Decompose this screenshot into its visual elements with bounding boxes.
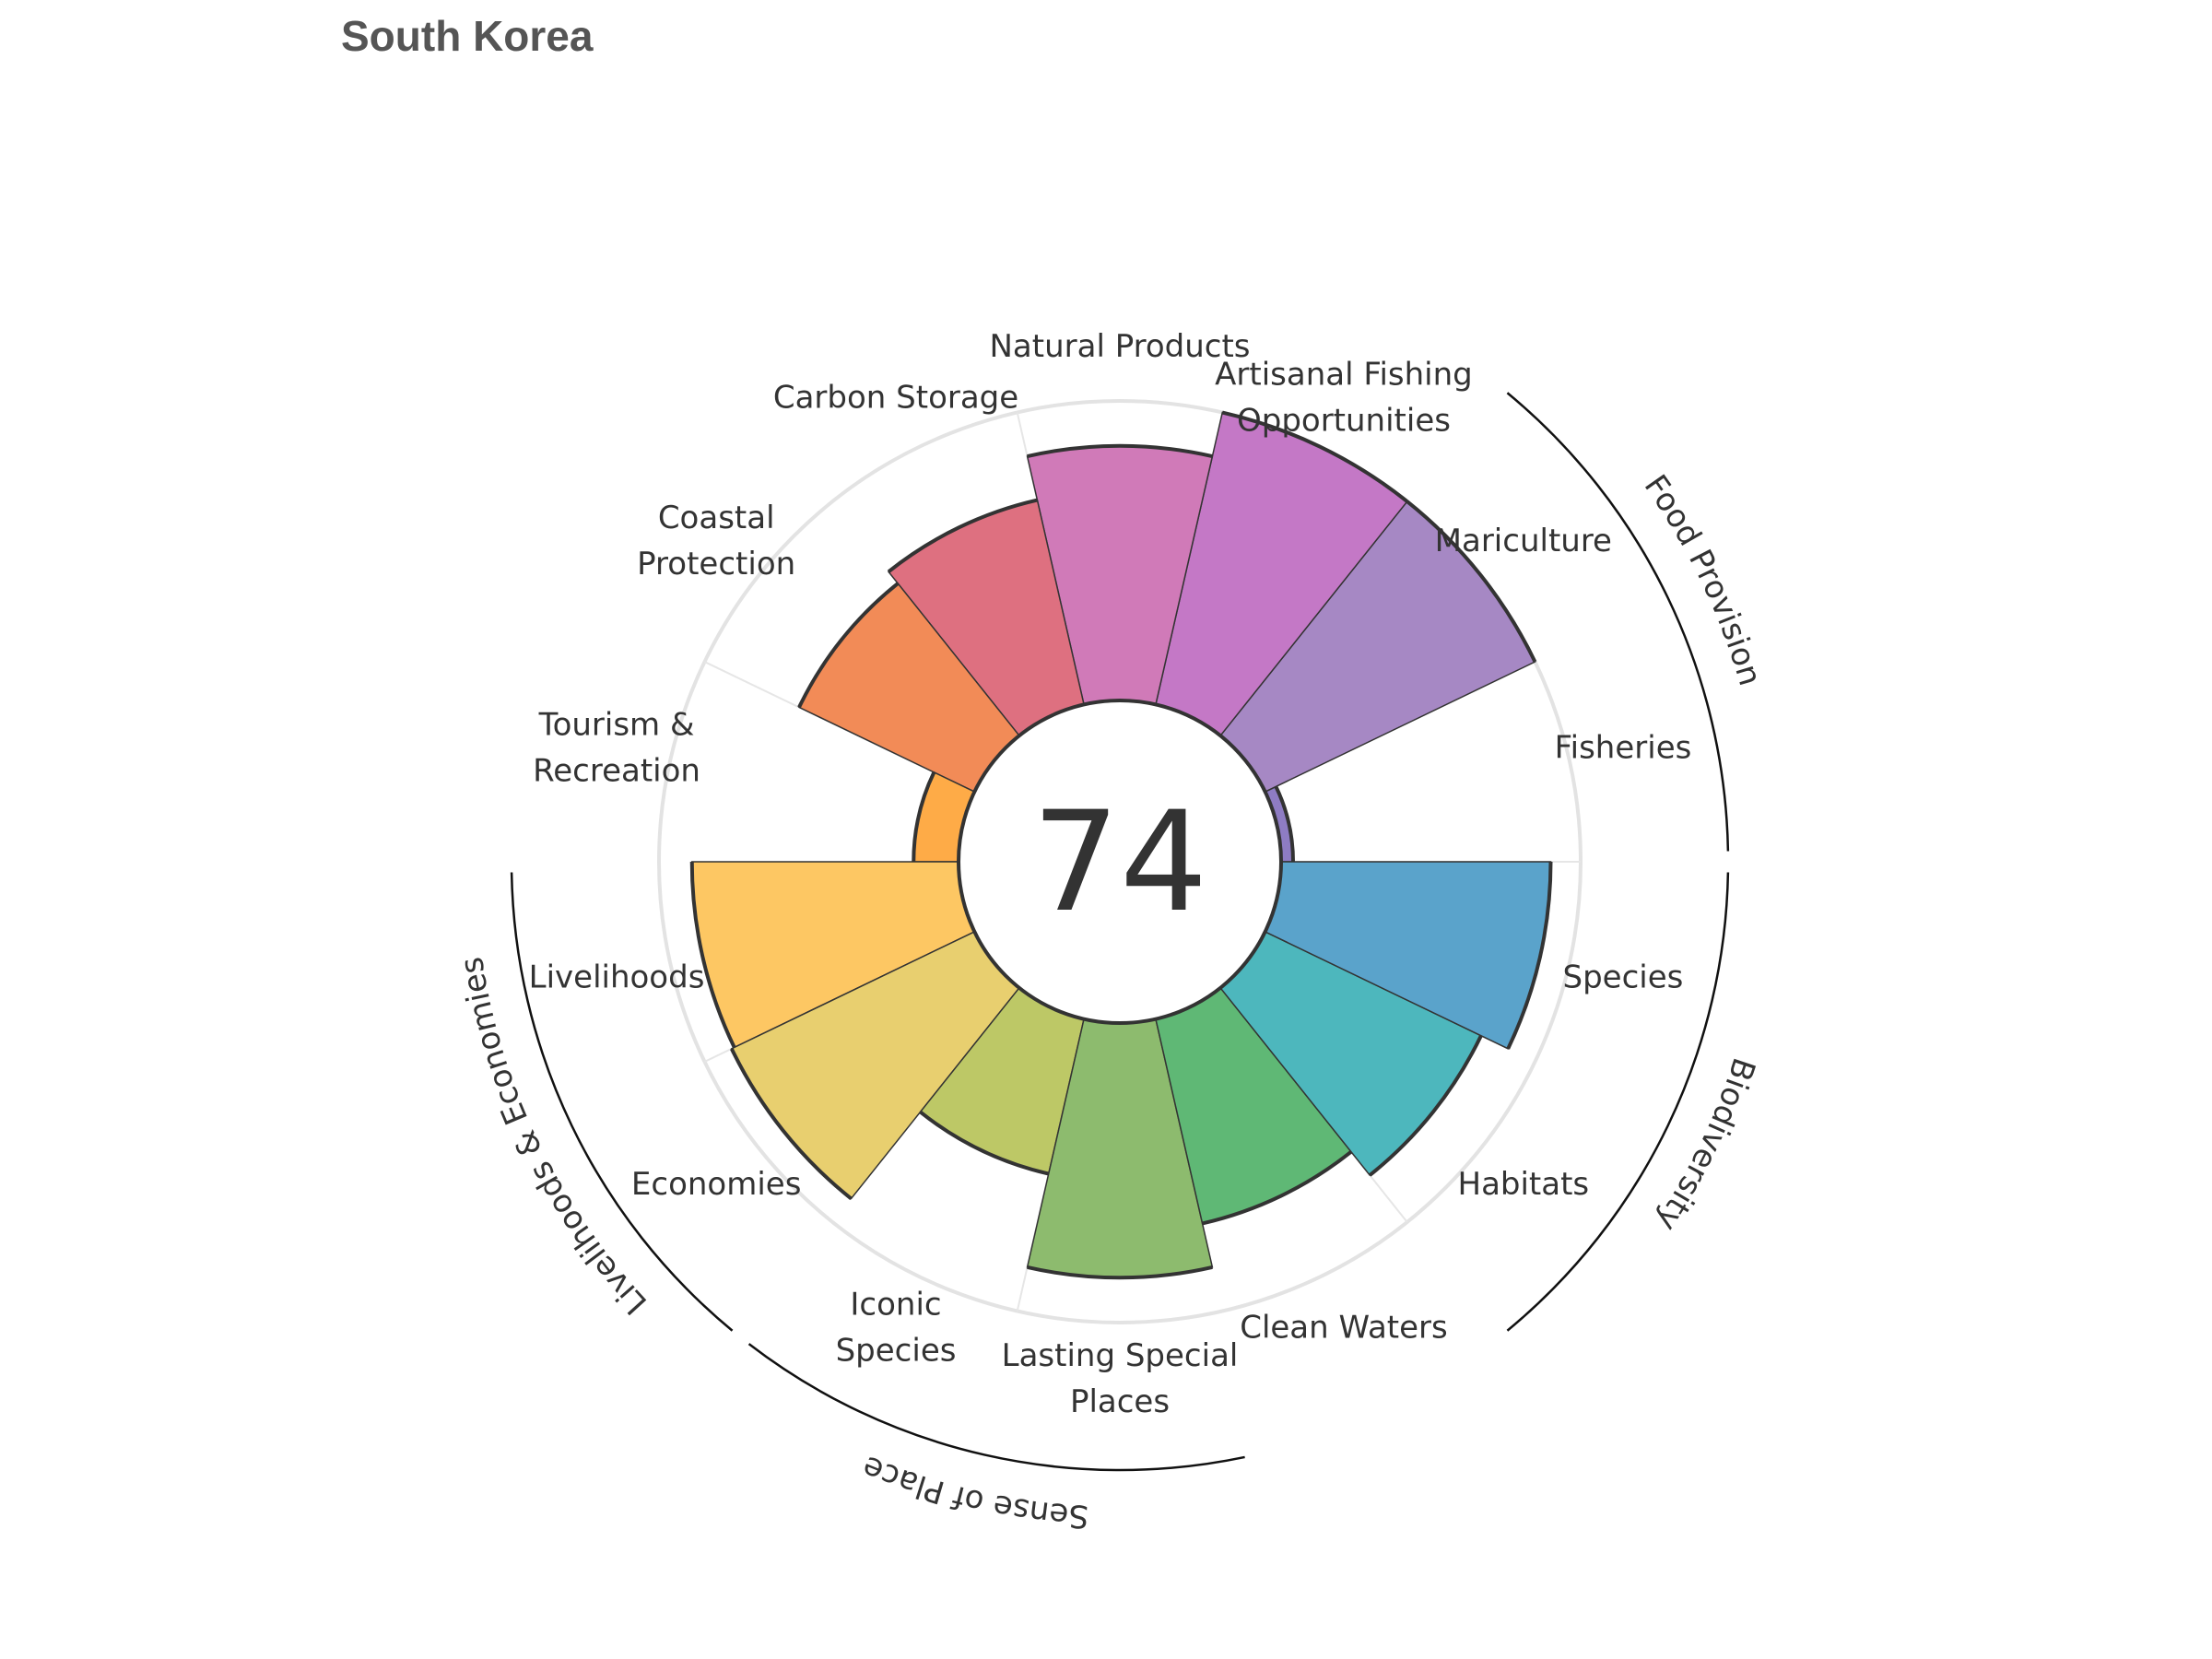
label-natural-products: Natural Products (989, 328, 1250, 365)
petal-edge-natural-products (1027, 443, 1213, 459)
petal-edge-habitats (1368, 1034, 1483, 1177)
group-label-sense-of-place: Sense of Place (857, 1448, 1089, 1535)
group-arc-sense-of-place (747, 1343, 1245, 1472)
label-iconic-species: Iconic Species (836, 1287, 957, 1370)
petal-edge-lasting-special-places (1027, 1265, 1213, 1280)
label-tourism-and-recreation: Tourism & Recreation (533, 706, 700, 789)
petals (689, 410, 1553, 1280)
label-economies: Economies (631, 1166, 802, 1203)
label-mariculture: Mariculture (1435, 523, 1612, 559)
petal-edge-artisanal-fishing-opportunities (1221, 410, 1408, 503)
petal-edge-tourism-and-recreation (912, 771, 936, 863)
petal-labels: Fisheries Mariculture Artisanal Fishing Opp… (529, 328, 1692, 1420)
group-label-food-provision: Food Provision (1637, 468, 1769, 689)
label-carbon-storage: Carbon Storage (773, 379, 1018, 416)
petal-edge-clean-waters (1202, 1150, 1353, 1226)
label-lasting-special-places: Lasting Special Places (1002, 1337, 1239, 1420)
petal-edge-mariculture (1406, 500, 1537, 663)
group-arc-food-provision (1506, 392, 1730, 852)
petal-edge-livelihoods (689, 861, 736, 1049)
label-habitats: Habitats (1458, 1166, 1590, 1203)
label-livelihoods: Livelihoods (529, 959, 705, 996)
group-arc-livelihoods-and-economies (510, 872, 734, 1332)
petal-edge-iconic-species (919, 1110, 1050, 1176)
label-artisanal-fishing-opportunities: Artisanal Fishing Opportunities (1215, 356, 1473, 439)
label-coastal-protection: Coastal Protection (637, 500, 795, 582)
label-species: Species (1563, 959, 1684, 996)
label-fisheries: Fisheries (1555, 729, 1692, 766)
group-label-livelihoods-and-economies: Livelihoods & Economies (453, 955, 654, 1322)
label-clean-waters: Clean Waters (1240, 1310, 1448, 1347)
center-circle (957, 699, 1283, 1025)
group-arc-biodiversity (1506, 872, 1730, 1332)
petal-edge-fisheries (1274, 785, 1295, 863)
group-label-biodiversity: Biodiversity (1648, 1053, 1762, 1238)
chart-title: South Korea (341, 12, 594, 60)
petal-edge-economies (729, 1047, 853, 1201)
petal-edge-species (1506, 861, 1553, 1050)
petal-edge-carbon-storage (887, 498, 1038, 573)
center-score: 74 (1032, 782, 1208, 943)
petal-edge-coastal-protection (797, 582, 900, 709)
